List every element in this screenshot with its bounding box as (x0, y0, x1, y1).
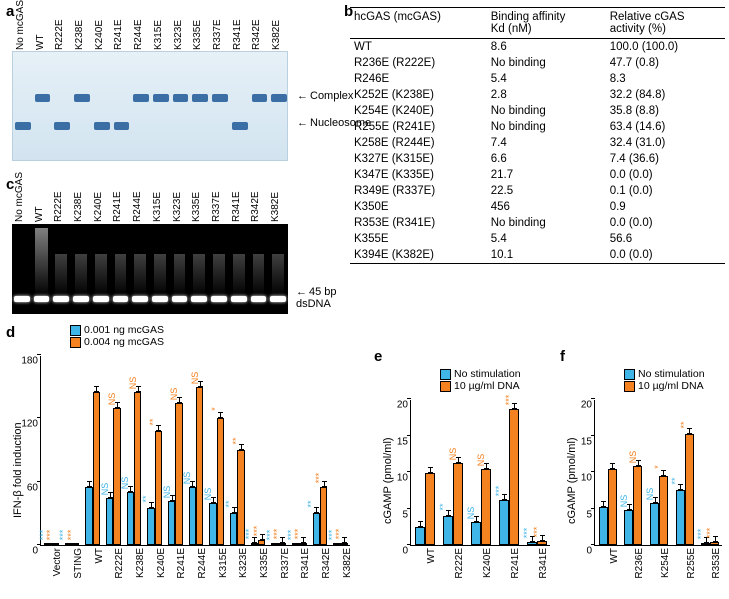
bar (624, 510, 633, 545)
y-tick-label: 15 (581, 436, 595, 447)
significance-label: NS (628, 451, 638, 464)
y-axis-title: cGAMP (pmol/ml) (566, 438, 578, 525)
y-tick (591, 544, 595, 545)
error-bar (629, 504, 630, 510)
x-tick-label: WT (609, 548, 620, 564)
error-bar (638, 460, 639, 466)
bar (650, 503, 659, 545)
error-bar (689, 428, 690, 434)
panel-f-chart: 0 5 10 15 20 WT R236E NS NS K254E NS * R255E ** ** R353… (0, 0, 729, 599)
y-tick (591, 435, 595, 436)
legend-item: 10 µg/ml DNA (624, 380, 705, 392)
y-tick-label: 20 (581, 400, 595, 411)
bar (599, 507, 608, 545)
bar (685, 434, 694, 545)
bar (710, 542, 719, 545)
significance-label: *** (705, 528, 715, 539)
bar (676, 490, 685, 545)
bar (659, 476, 668, 545)
significance-label: ** (670, 477, 680, 484)
legend-item: No stimulation (624, 368, 705, 380)
error-bar (612, 463, 613, 469)
y-tick (591, 398, 595, 399)
significance-label: * (653, 466, 663, 470)
plot-area: 05101520WTR236ENSNSK254ENS*R255E****R353… (594, 400, 722, 546)
bar (608, 469, 617, 545)
significance-label: NS (645, 488, 655, 501)
bar (701, 543, 710, 545)
y-tick-label: 0 (586, 546, 595, 557)
y-tick-label: 5 (586, 509, 595, 520)
legend: No stimulation10 µg/ml DNA (624, 368, 705, 392)
y-tick (591, 471, 595, 472)
bar (633, 466, 642, 545)
x-tick-label: R255E (686, 548, 697, 579)
significance-label: NS (619, 495, 629, 508)
legend-text: 10 µg/ml DNA (638, 380, 704, 392)
legend-swatch (624, 381, 635, 392)
x-tick-label: R236E (634, 548, 645, 579)
x-tick-label: R353E (711, 548, 722, 579)
legend-text: No stimulation (638, 368, 705, 380)
legend-swatch (624, 369, 635, 380)
error-bar (603, 501, 604, 507)
y-tick-label: 10 (581, 473, 595, 484)
significance-label: ** (679, 422, 689, 429)
error-bar (663, 470, 664, 476)
error-bar (680, 484, 681, 490)
y-tick (591, 508, 595, 509)
x-tick-label: K254E (660, 548, 671, 578)
